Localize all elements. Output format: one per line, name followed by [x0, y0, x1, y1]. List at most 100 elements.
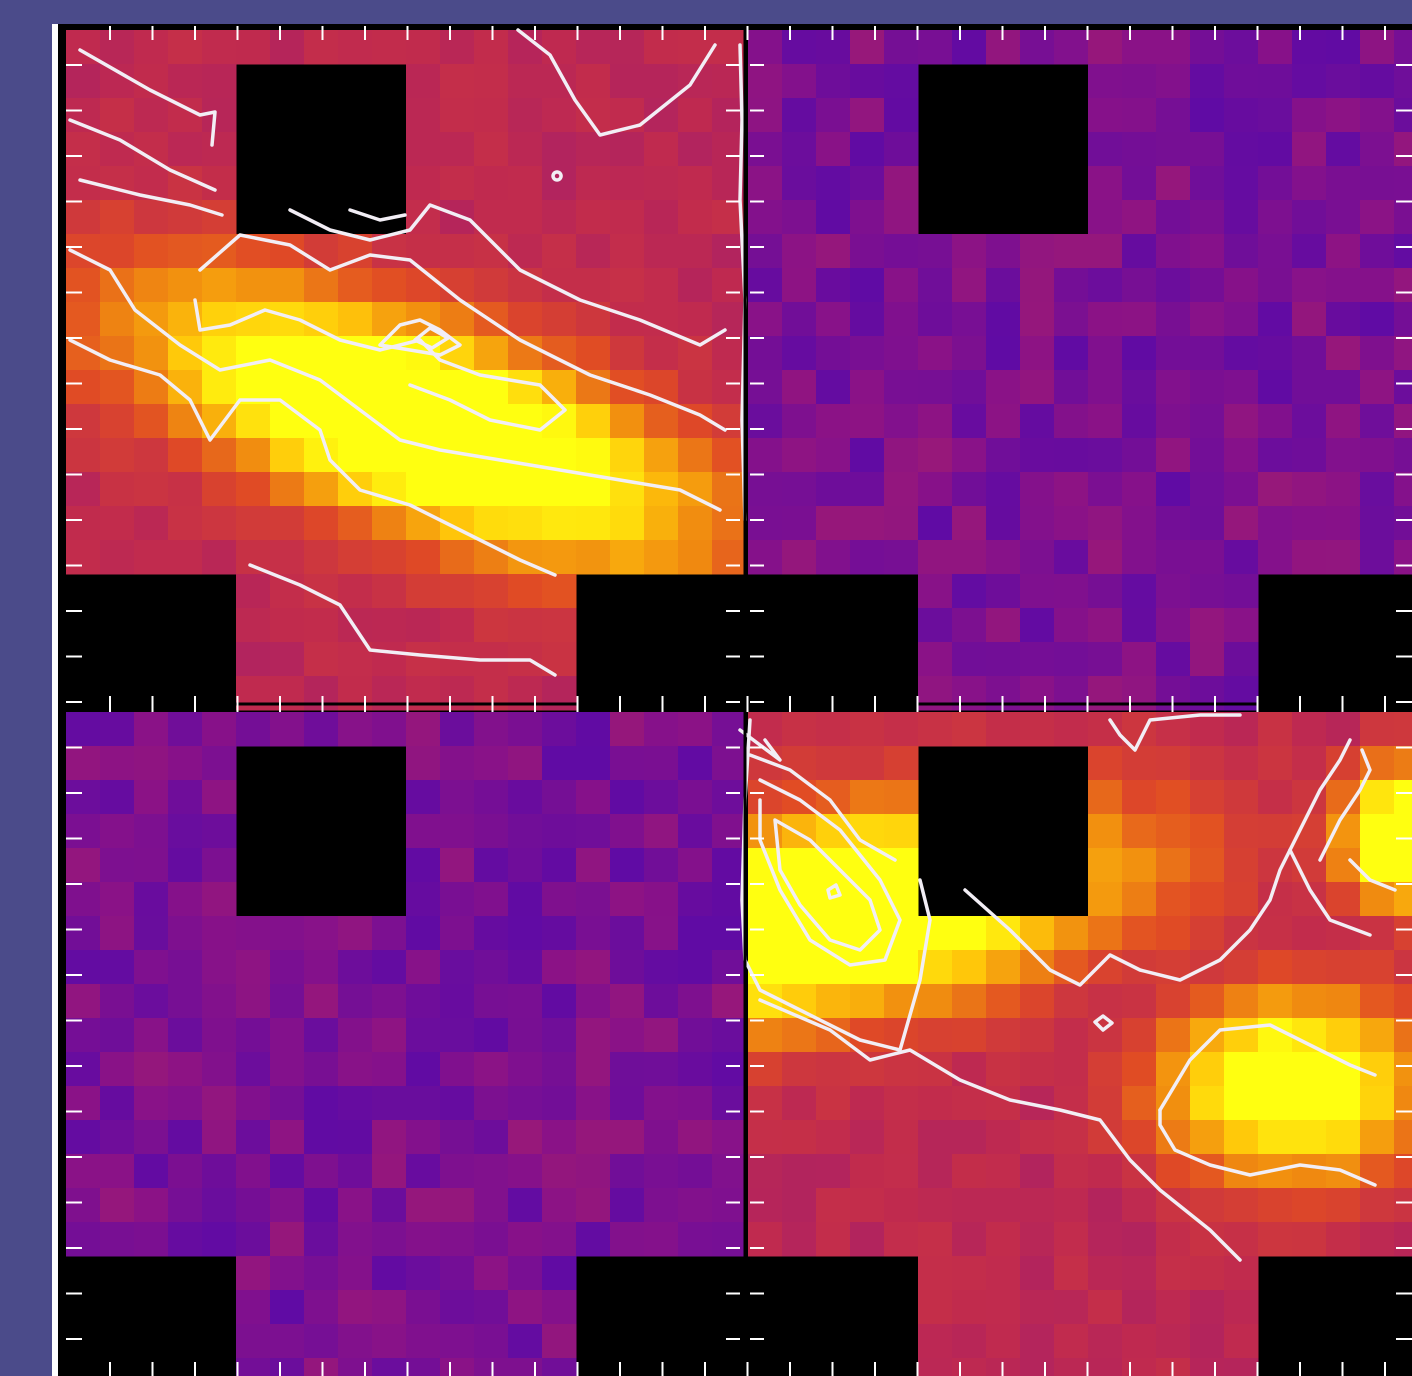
pixel-cell — [1156, 166, 1191, 201]
pixel-cell — [1054, 472, 1089, 507]
pixel-cell — [678, 1120, 713, 1155]
pixel-cell — [134, 1222, 169, 1257]
pixel-cell — [1360, 370, 1395, 405]
pixel-cell — [440, 814, 475, 849]
pixel-cell — [66, 746, 101, 781]
pixel-cell — [1020, 1358, 1055, 1376]
pixel-cell — [1020, 1052, 1055, 1087]
pixel-cell — [1360, 746, 1395, 781]
pixel-cell — [236, 30, 271, 65]
pixel-cell — [1156, 608, 1191, 643]
pixel-cell — [100, 780, 135, 815]
pixel-cell — [610, 200, 645, 235]
pixel-cell — [100, 1018, 135, 1053]
pixel-cell — [1054, 984, 1089, 1019]
pixel-cell — [168, 1222, 203, 1257]
pixel-cell — [1156, 302, 1191, 337]
pixel-cell — [202, 984, 237, 1019]
pixel-cell — [542, 404, 577, 439]
pixel-cell — [508, 1154, 543, 1189]
pixel-cell — [952, 712, 987, 747]
pixel-cell — [986, 1290, 1021, 1325]
pixel-cell — [508, 574, 543, 609]
pixel-cell — [1360, 950, 1395, 985]
pixel-cell — [236, 608, 271, 643]
contour-line — [68, 338, 557, 577]
pixel-cell — [440, 1086, 475, 1121]
pixel-cell — [678, 882, 713, 917]
pixel-cell — [884, 780, 919, 815]
pixel-cell — [168, 848, 203, 883]
pixel-cell — [66, 950, 101, 985]
pixel-cell — [1088, 166, 1123, 201]
pixel-cell — [952, 370, 987, 405]
pixel-cell — [850, 370, 885, 405]
pixel-cell — [1326, 814, 1361, 849]
pixel-cell — [1054, 1256, 1089, 1291]
pixel-cell — [542, 370, 577, 405]
pixel-cell — [952, 574, 987, 609]
pixel-cell — [1020, 30, 1055, 65]
pixel-cell — [508, 404, 543, 439]
pixel-cell — [338, 1086, 373, 1121]
pixel-cell — [884, 1222, 919, 1257]
pixel-cell — [918, 472, 953, 507]
pixel-cell — [850, 30, 885, 65]
pixel-cell — [952, 302, 987, 337]
pixel-cell — [1190, 746, 1225, 781]
pixel-cell — [372, 950, 407, 985]
pixel-cell — [474, 1188, 509, 1223]
pixel-cell — [236, 506, 271, 541]
pixel-cell — [202, 1086, 237, 1121]
pixel-cell — [202, 1052, 237, 1087]
contour-line — [1108, 713, 1242, 752]
pixel-cell — [1020, 438, 1055, 473]
pixel-cell — [1122, 472, 1157, 507]
pixel-cell — [1156, 234, 1191, 269]
pixel-cell — [1122, 64, 1157, 99]
pixel-cell — [542, 200, 577, 235]
pixel-cell — [1122, 200, 1157, 235]
pixel-cell — [440, 712, 475, 747]
pixel-cell — [850, 1222, 885, 1257]
pixel-cell — [816, 1120, 851, 1155]
pixel-cell — [986, 642, 1021, 677]
pixel-cell — [542, 608, 577, 643]
pixel-cell — [1224, 1086, 1259, 1121]
pixel-cell — [1326, 438, 1361, 473]
pixel-cell — [918, 302, 953, 337]
pixel-cell — [338, 916, 373, 951]
pixel-cell — [134, 814, 169, 849]
pixel-cell — [1190, 64, 1225, 99]
pixel-cell — [474, 1018, 509, 1053]
pixel-cell — [1088, 746, 1123, 781]
pixel-cell — [542, 746, 577, 781]
pixel-cell — [576, 1052, 611, 1087]
pixel-cell — [440, 882, 475, 917]
pixel-cell — [884, 712, 919, 747]
pixel-cell — [782, 98, 817, 133]
pixel-cell — [1326, 370, 1361, 405]
pixel-cell — [782, 1120, 817, 1155]
pixel-cell — [1088, 780, 1123, 815]
pixel-cell — [168, 472, 203, 507]
pixel-cell — [1360, 64, 1395, 99]
pixel-cell — [372, 916, 407, 951]
pixel-cell — [1224, 506, 1259, 541]
pixel-cell — [1394, 472, 1412, 507]
pixel-cell — [712, 1052, 747, 1087]
pixel-cell — [474, 1154, 509, 1189]
pixel-cell — [986, 1052, 1021, 1087]
pixel-cell — [202, 336, 237, 371]
pixel-cell — [952, 950, 987, 985]
pixel-cell — [816, 370, 851, 405]
pixel-cell — [644, 268, 679, 303]
pixel-cell — [748, 438, 783, 473]
axes — [62, 26, 1412, 1376]
pixel-cell — [1224, 608, 1259, 643]
pixel-cell — [850, 64, 885, 99]
pixel-cell — [678, 1018, 713, 1053]
pixel-cell — [134, 234, 169, 269]
pixel-cell — [236, 642, 271, 677]
pixel-cell — [1156, 814, 1191, 849]
